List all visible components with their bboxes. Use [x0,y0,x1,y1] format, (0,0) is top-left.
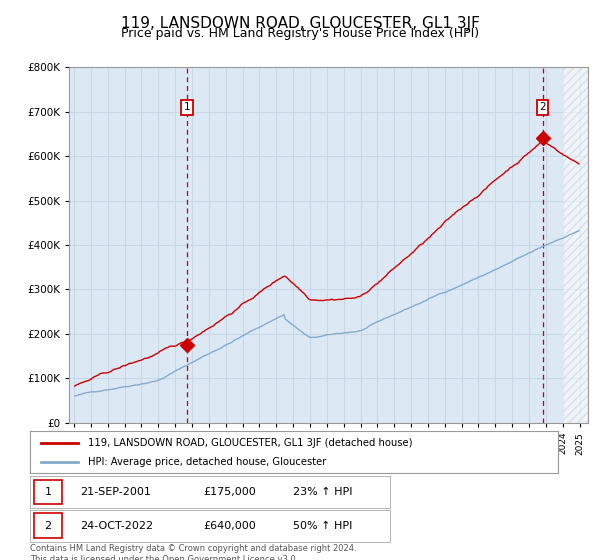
Text: Contains HM Land Registry data © Crown copyright and database right 2024.
This d: Contains HM Land Registry data © Crown c… [30,544,356,560]
Text: Price paid vs. HM Land Registry's House Price Index (HPI): Price paid vs. HM Land Registry's House … [121,27,479,40]
Text: 50% ↑ HPI: 50% ↑ HPI [293,521,352,530]
FancyBboxPatch shape [34,480,62,504]
Text: 2: 2 [44,521,52,530]
FancyBboxPatch shape [34,514,62,538]
Text: 23% ↑ HPI: 23% ↑ HPI [293,487,352,497]
Text: 2: 2 [539,102,546,112]
Text: 1: 1 [184,102,191,112]
Text: 24-OCT-2022: 24-OCT-2022 [80,521,154,530]
Text: 119, LANSDOWN ROAD, GLOUCESTER, GL1 3JF: 119, LANSDOWN ROAD, GLOUCESTER, GL1 3JF [121,16,479,31]
Text: 21-SEP-2001: 21-SEP-2001 [80,487,151,497]
Text: HPI: Average price, detached house, Gloucester: HPI: Average price, detached house, Glou… [88,457,326,467]
Text: 119, LANSDOWN ROAD, GLOUCESTER, GL1 3JF (detached house): 119, LANSDOWN ROAD, GLOUCESTER, GL1 3JF … [88,437,413,447]
Text: £175,000: £175,000 [203,487,256,497]
Text: £640,000: £640,000 [203,521,256,530]
Text: 1: 1 [44,487,52,497]
